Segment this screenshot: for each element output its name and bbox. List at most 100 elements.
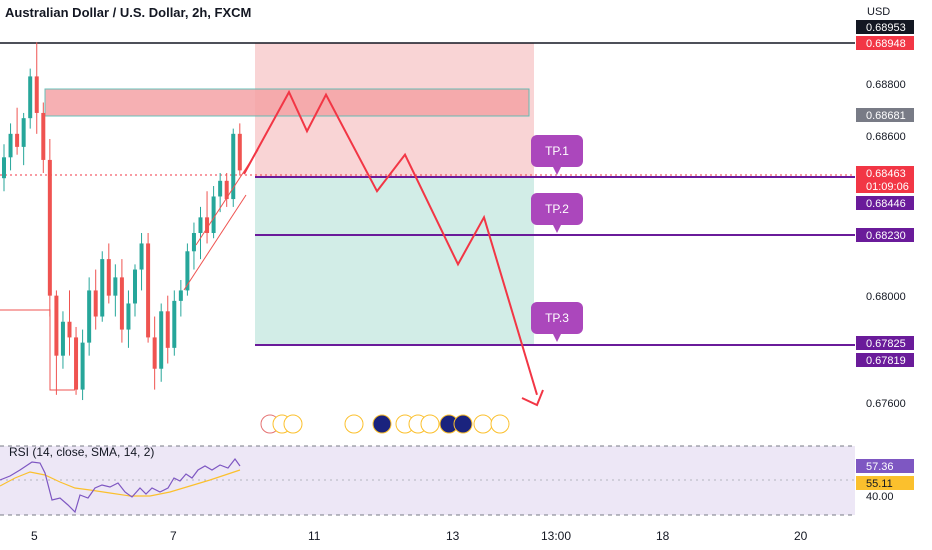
svg-text:57.36: 57.36	[866, 461, 894, 473]
candle-body	[106, 259, 111, 296]
svg-text:0.68953: 0.68953	[866, 22, 906, 34]
candle-body	[159, 311, 164, 369]
rsi-sma-tag: 55.11	[856, 476, 914, 490]
svg-text:0.68230: 0.68230	[866, 230, 906, 242]
candle-body	[198, 217, 203, 234]
time-label: 7	[170, 529, 177, 543]
candle-body	[119, 277, 124, 330]
chart-title: Australian Dollar / U.S. Dollar, 2h, FXC…	[5, 5, 252, 20]
mid-tag: 0.68681	[856, 108, 914, 122]
top-tag-1: 0.68953	[856, 20, 914, 34]
candle-body	[191, 233, 196, 252]
candle-body	[15, 133, 20, 147]
candle-body	[178, 290, 183, 301]
svg-text:01:09:06: 01:09:06	[866, 181, 909, 193]
channel-lower	[183, 194, 247, 291]
us-flag-icon[interactable]	[473, 414, 493, 434]
candle-body	[60, 321, 65, 356]
time-label: 13:00	[541, 529, 571, 543]
candle-body	[165, 311, 170, 348]
top-tag-2: 0.68948	[856, 36, 914, 50]
candle-body	[67, 321, 72, 338]
price-tick: 0.68800	[866, 79, 906, 91]
svg-text:0.67819: 0.67819	[866, 355, 906, 367]
time-label: 5	[31, 529, 38, 543]
price-tick: 0.67600	[866, 398, 906, 410]
candle-body	[100, 259, 105, 317]
price-tick: 0.68600	[866, 131, 906, 143]
time-axis[interactable]: 5 7 11 13 13:00 18 20	[31, 529, 808, 543]
current-price-tag: 0.68463	[856, 166, 914, 180]
candle-body	[80, 342, 85, 390]
svg-text:0.68446: 0.68446	[866, 198, 906, 210]
price-tick: 0.68000	[866, 291, 906, 303]
us-flag-icon[interactable]	[283, 414, 303, 434]
candle-body	[21, 118, 26, 147]
candle-body	[231, 133, 236, 200]
candle-body	[185, 251, 190, 291]
us-flag-icon[interactable]	[490, 414, 510, 434]
svg-text:0.68948: 0.68948	[866, 38, 906, 50]
tp3-price-tag: 0.67825	[856, 336, 914, 350]
rsi-label: RSI (14, close, SMA, 14, 2)	[9, 445, 155, 459]
us-flag-icon[interactable]	[420, 414, 440, 434]
candle-body	[237, 133, 242, 171]
rsi-line	[0, 457, 241, 514]
candle-body	[224, 180, 229, 200]
svg-text:0.67825: 0.67825	[866, 338, 906, 350]
time-label: 18	[656, 529, 670, 543]
event-flags[interactable]	[260, 414, 510, 434]
candle-body	[113, 277, 118, 296]
rsi-sma-line	[0, 469, 241, 497]
candle-body	[8, 133, 13, 158]
time-label: 13	[446, 529, 460, 543]
us-flag-icon[interactable]	[344, 414, 364, 434]
tp2-price-tag: 0.68230	[856, 228, 914, 242]
candle-body	[74, 337, 79, 390]
time-label: 20	[794, 529, 808, 543]
projected-arrowhead	[521, 389, 544, 407]
candle-body	[218, 180, 223, 197]
tp2-bubble[interactable]: TP.2	[531, 193, 583, 233]
profit-zone	[255, 177, 534, 345]
support-step-line	[0, 309, 75, 391]
candle-body	[133, 269, 137, 304]
candle-body	[152, 337, 157, 369]
price-axis[interactable]: 0.68800 0.68600 0.68000 0.67600 40.00	[866, 79, 906, 503]
candle-body	[146, 243, 151, 338]
candle-body	[28, 76, 33, 119]
svg-text:0.68463: 0.68463	[866, 168, 906, 180]
candle-body	[34, 76, 39, 113]
tp1-price-tag: 0.68446	[856, 196, 914, 210]
tp2-label: TP.2	[545, 202, 569, 216]
candle-body	[54, 295, 59, 356]
rsi-value-tag: 57.36	[856, 459, 914, 473]
candle-body	[87, 290, 92, 343]
resistance-zone	[44, 88, 530, 117]
tp3-label: TP.3	[545, 311, 569, 325]
candle-body	[41, 112, 46, 160]
candle-body	[2, 157, 6, 179]
candle-body	[172, 300, 177, 348]
candle-body	[205, 217, 210, 234]
projected-path	[243, 89, 538, 396]
au-flag-icon[interactable]	[453, 414, 473, 434]
candles-group	[2, 42, 242, 401]
candle-body	[47, 159, 52, 296]
candle-body	[93, 290, 98, 317]
tp1-bubble[interactable]: TP.1	[531, 135, 583, 175]
rsi-level-tick: 40.00	[866, 491, 894, 503]
tp3-bubble[interactable]: TP.3	[531, 302, 583, 342]
candle-body	[126, 303, 131, 330]
candle-body	[211, 196, 216, 234]
time-label: 11	[308, 529, 321, 543]
countdown-tag: 01:09:06	[856, 179, 914, 193]
svg-text:0.68681: 0.68681	[866, 110, 906, 122]
bottom-tag: 0.67819	[856, 353, 914, 367]
tp1-label: TP.1	[545, 144, 569, 158]
candle-body	[139, 243, 144, 270]
svg-text:55.11: 55.11	[866, 478, 893, 490]
au-flag-icon[interactable]	[372, 414, 392, 434]
